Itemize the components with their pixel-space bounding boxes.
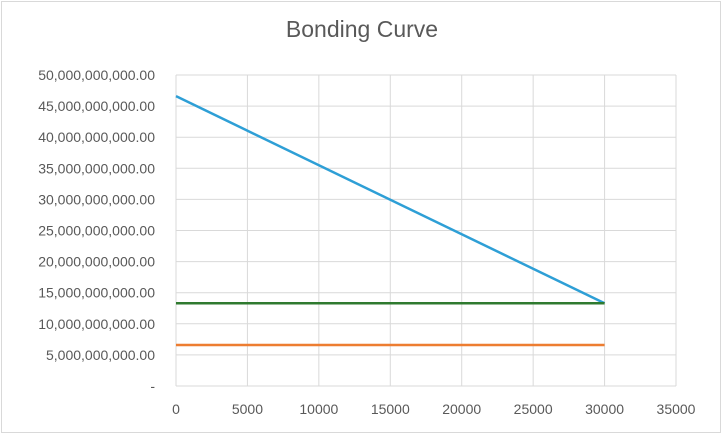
y-tick-label: 25,000,000,000.00 xyxy=(38,223,155,239)
x-tick-label: 10000 xyxy=(299,401,338,417)
series-lines xyxy=(175,95,606,347)
y-tick-label: - xyxy=(150,378,155,394)
x-tick-label: 35000 xyxy=(657,401,696,417)
x-tick-label: 25000 xyxy=(514,401,553,417)
y-tick-label: 20,000,000,000.00 xyxy=(38,254,155,270)
y-tick-label: 15,000,000,000.00 xyxy=(38,285,155,301)
x-tick-label: 20000 xyxy=(442,401,481,417)
x-axis-ticks: 0 5000 10000 15000 20000 25000 30000 35000 xyxy=(172,401,696,417)
y-axis-ticks: - 5,000,000,000.00 10,000,000,000.00 15,000… xyxy=(38,67,155,394)
x-tick-label: 5000 xyxy=(232,401,263,417)
series-line-1 xyxy=(175,95,606,305)
chart-title: Bonding Curve xyxy=(285,16,439,42)
y-tick-label: 5,000,000,000.00 xyxy=(46,347,155,363)
y-tick-label: 35,000,000,000.00 xyxy=(38,160,155,176)
y-tick-label: 45,000,000,000.00 xyxy=(38,98,155,114)
y-tick-label: 10,000,000,000.00 xyxy=(38,316,155,332)
x-tick-label: 15000 xyxy=(371,401,410,417)
x-tick-label: 0 xyxy=(172,401,180,417)
x-tick-label: 30000 xyxy=(585,401,624,417)
y-tick-label: 40,000,000,000.00 xyxy=(38,129,155,145)
y-tick-label: 30,000,000,000.00 xyxy=(38,191,155,207)
grid-lines xyxy=(175,74,677,387)
y-tick-label: 50,000,000,000.00 xyxy=(38,67,155,83)
